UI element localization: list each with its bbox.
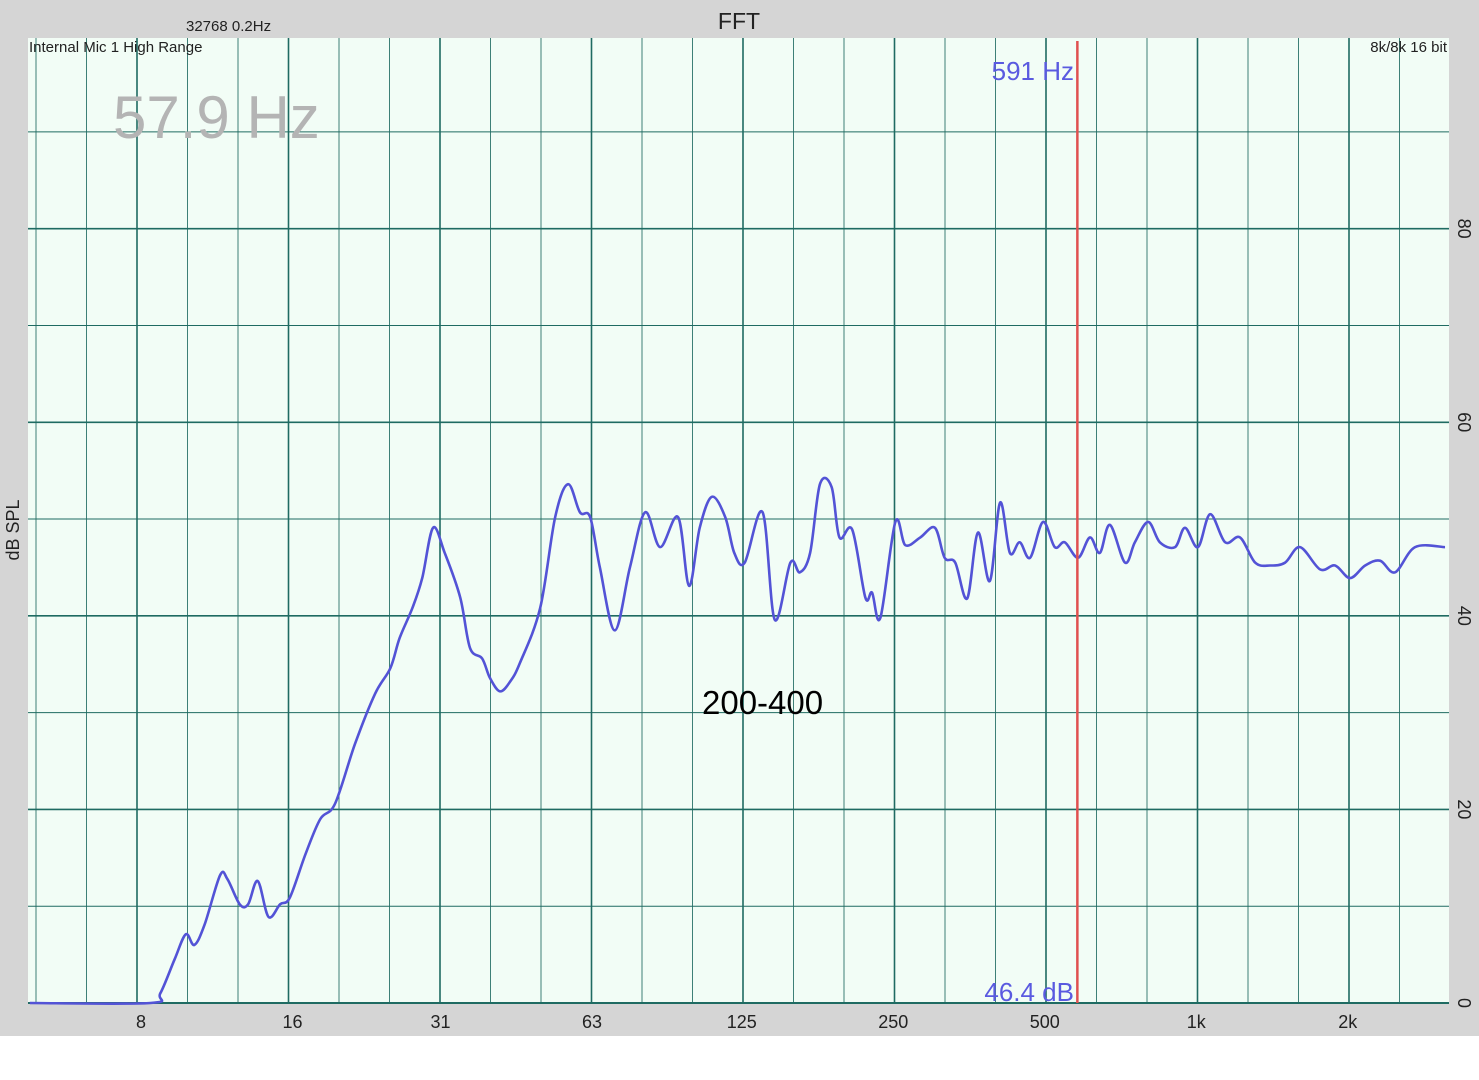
x-tick-label: 16 (282, 1012, 302, 1032)
y-tick-label: 60 (1454, 412, 1474, 432)
chart-title: FFT (718, 8, 760, 34)
y-axis-label: dB SPL (3, 499, 23, 560)
spectrum-trace (29, 476, 1446, 1006)
x-tick-label: 500 (1030, 1012, 1060, 1032)
y-tick-label: 40 (1454, 606, 1474, 626)
x-tick-label: 250 (878, 1012, 908, 1032)
cursor-level-readout: 46.4 dB (984, 977, 1074, 1007)
x-tick-labels: 8 16 31 63 125 250 500 1k 2k (136, 1012, 1358, 1032)
range-annotation: 200-400 (702, 684, 823, 721)
y-tick-label: 80 (1454, 219, 1474, 239)
y-tick-labels: 0 20 40 60 80 (1454, 219, 1474, 1008)
grid (28, 38, 1449, 1004)
trace-layer (29, 476, 1446, 1006)
y-tick-label: 0 (1454, 998, 1474, 1008)
x-tick-label: 31 (431, 1012, 451, 1032)
cursor-frequency-readout: 591 Hz (992, 56, 1074, 86)
x-tick-label: 8 (136, 1012, 146, 1032)
x-tick-label: 2k (1338, 1012, 1358, 1032)
x-tick-label: 63 (582, 1012, 602, 1032)
fft-info: 32768 0.2Hz (186, 18, 271, 35)
x-tick-label: 1k (1187, 1012, 1207, 1032)
y-tick-label: 20 (1454, 799, 1474, 819)
format-info: 8k/8k 16 bit (1370, 39, 1448, 56)
input-device-label: Internal Mic 1 High Range (29, 39, 202, 56)
x-tick-label: 125 (727, 1012, 757, 1032)
peak-frequency-readout: 57.9 Hz (113, 84, 320, 151)
plot-area[interactable] (28, 38, 1449, 1003)
